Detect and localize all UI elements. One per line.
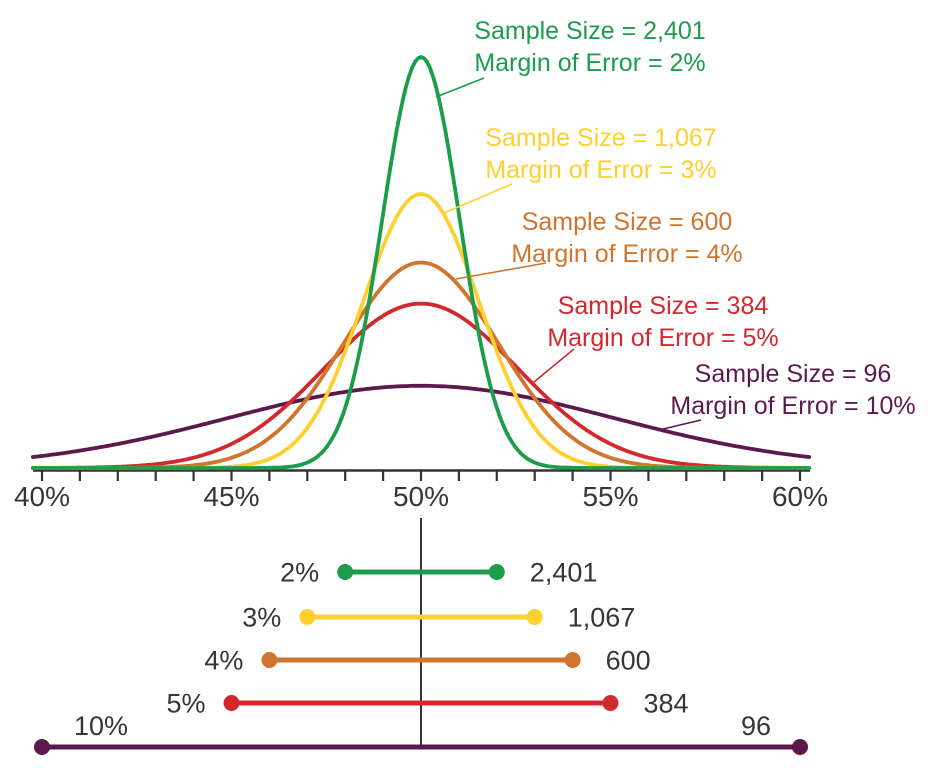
moe-value-label: 10%: [74, 711, 128, 741]
moe-value-label: 4%: [204, 646, 243, 676]
annotation-sample-size-96: Sample Size = 96: [695, 360, 892, 388]
annotations-layer: Sample Size = 2,401 Margin of Error = 2% S…: [435, 17, 916, 431]
error-bar-dot-right-1067: [526, 609, 543, 625]
error-bar-dot-right-600: [564, 652, 581, 668]
leader-line-600: [455, 262, 547, 280]
annotation-sample-size-2401: Sample Size = 2,401: [474, 17, 705, 45]
error-bar-dot-right-96: [792, 739, 808, 755]
annotation-margin-of-error-2401: Margin of Error = 2%: [474, 49, 705, 77]
axis-tick-label: 60%: [772, 481, 828, 512]
moe-value-label: 5%: [166, 689, 205, 719]
moe-value-label: 3%: [242, 603, 281, 633]
annotation-margin-of-error-1067: Margin of Error = 3%: [485, 156, 716, 184]
sample-size-value-label: 600: [606, 646, 651, 676]
error-bar-panel: 2% 2,401 3% 1,067 4% 600 5% 384 10% 96: [34, 518, 808, 755]
bell-curve-96: [31, 383, 811, 459]
bell-curves-layer: [31, 55, 811, 470]
x-axis: 40% 45% 50% 55% 60%: [14, 469, 828, 512]
error-bar-dot-left-1067: [299, 609, 316, 625]
annotation-margin-of-error-600: Margin of Error = 4%: [511, 240, 742, 268]
annotation-margin-of-error-384: Margin of Error = 5%: [547, 324, 778, 352]
error-bar-dot-right-2401: [488, 564, 505, 580]
leader-line-1067: [443, 183, 513, 214]
sample-size-value-label: 384: [644, 689, 689, 719]
axis-tick-label: 50%: [393, 481, 449, 512]
annotation-sample-size-600: Sample Size = 600: [522, 208, 733, 236]
error-bar-dot-right-384: [602, 695, 619, 711]
axis-tick-label: 45%: [203, 481, 259, 512]
leader-line-384: [533, 348, 575, 383]
annotation-margin-of-error-96: Margin of Error = 10%: [670, 392, 915, 420]
error-bar-dot-left-384: [223, 695, 240, 711]
leader-line-96: [658, 419, 702, 431]
sample-size-value-label: 1,067: [568, 603, 636, 633]
sample-size-value-label: 2,401: [530, 558, 598, 588]
axis-tick-label: 40%: [14, 481, 70, 512]
annotation-sample-size-1067: Sample Size = 1,067: [485, 124, 716, 152]
sample-size-value-label: 96: [741, 711, 771, 741]
bell-curve-384: [31, 301, 811, 470]
bell-curve-2401: [31, 55, 811, 470]
moe-value-label: 2%: [280, 558, 319, 588]
error-bar-dot-left-96: [34, 739, 50, 755]
error-bar-dot-left-2401: [337, 564, 354, 580]
error-bar-dot-left-600: [261, 652, 278, 668]
leader-line-2401: [435, 77, 485, 98]
annotation-sample-size-384: Sample Size = 384: [558, 292, 769, 320]
axis-tick-label: 55%: [582, 481, 638, 512]
